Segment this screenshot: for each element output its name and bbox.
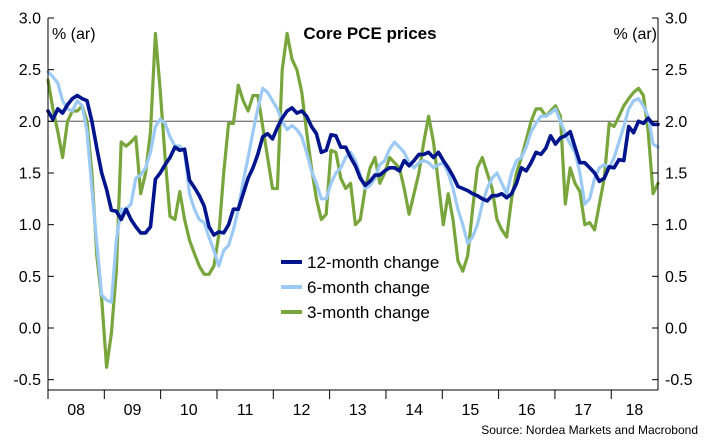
y-tick-label-left: 3.0	[19, 11, 41, 28]
y-tick-label-right: 0.5	[665, 269, 687, 286]
y-tick-label-right: 0.0	[665, 321, 687, 338]
legend-label-12m: 12-month change	[307, 253, 439, 272]
x-tick-label: 09	[124, 402, 142, 419]
x-tick-label: 18	[625, 402, 643, 419]
x-tick-label: 13	[349, 402, 367, 419]
x-tick-label: 11	[237, 402, 254, 419]
y-tick-label-right: 1.0	[665, 217, 687, 234]
legend: 12-month change 6-month change 3-month cha…	[281, 253, 439, 322]
y-tick-label-left: 1.5	[19, 166, 41, 183]
axis-layer: 3.0 3.0 2.5 2.5 2.0 2.0 1.5 1.5 1.0 1.0 0.5 0.5 0.0 0…	[13, 11, 692, 420]
series-line-6m	[46, 70, 660, 304]
y-tick-label-right: 3.0	[665, 11, 687, 28]
x-tick-label: 17	[574, 402, 592, 419]
y-tick-label-left: 0.0	[19, 321, 41, 338]
right-axis-unit: % (ar)	[613, 26, 657, 43]
x-tick-label: 16	[518, 402, 536, 419]
y-tick-label-right: -0.5	[665, 372, 693, 389]
series-line-12m	[46, 93, 660, 237]
y-tick-label-left: 2.0	[19, 114, 41, 131]
y-tick-label-right: 1.5	[665, 166, 687, 183]
legend-label-3m: 3-month change	[307, 303, 430, 322]
legend-label-6m: 6-month change	[307, 278, 430, 297]
y-tick-label-left: -0.5	[13, 372, 41, 389]
x-tick-label: 10	[180, 402, 198, 419]
x-tick-label: 15	[462, 402, 480, 419]
series-layer	[46, 31, 660, 369]
x-tick-label: 08	[67, 402, 85, 419]
y-tick-label-right: 2.5	[665, 62, 687, 79]
y-tick-label-left: 2.5	[19, 62, 41, 79]
left-axis-unit: % (ar)	[52, 26, 96, 43]
x-tick-label: 14	[405, 402, 423, 419]
x-tick-label: 12	[293, 402, 311, 419]
y-tick-label-left: 1.0	[19, 217, 41, 234]
y-tick-label-left: 0.5	[19, 269, 41, 286]
chart-title: Core PCE prices	[303, 24, 436, 43]
y-tick-label-right: 2.0	[665, 114, 687, 131]
source-note: Source: Nordea Markets and Macrobond	[481, 423, 698, 437]
